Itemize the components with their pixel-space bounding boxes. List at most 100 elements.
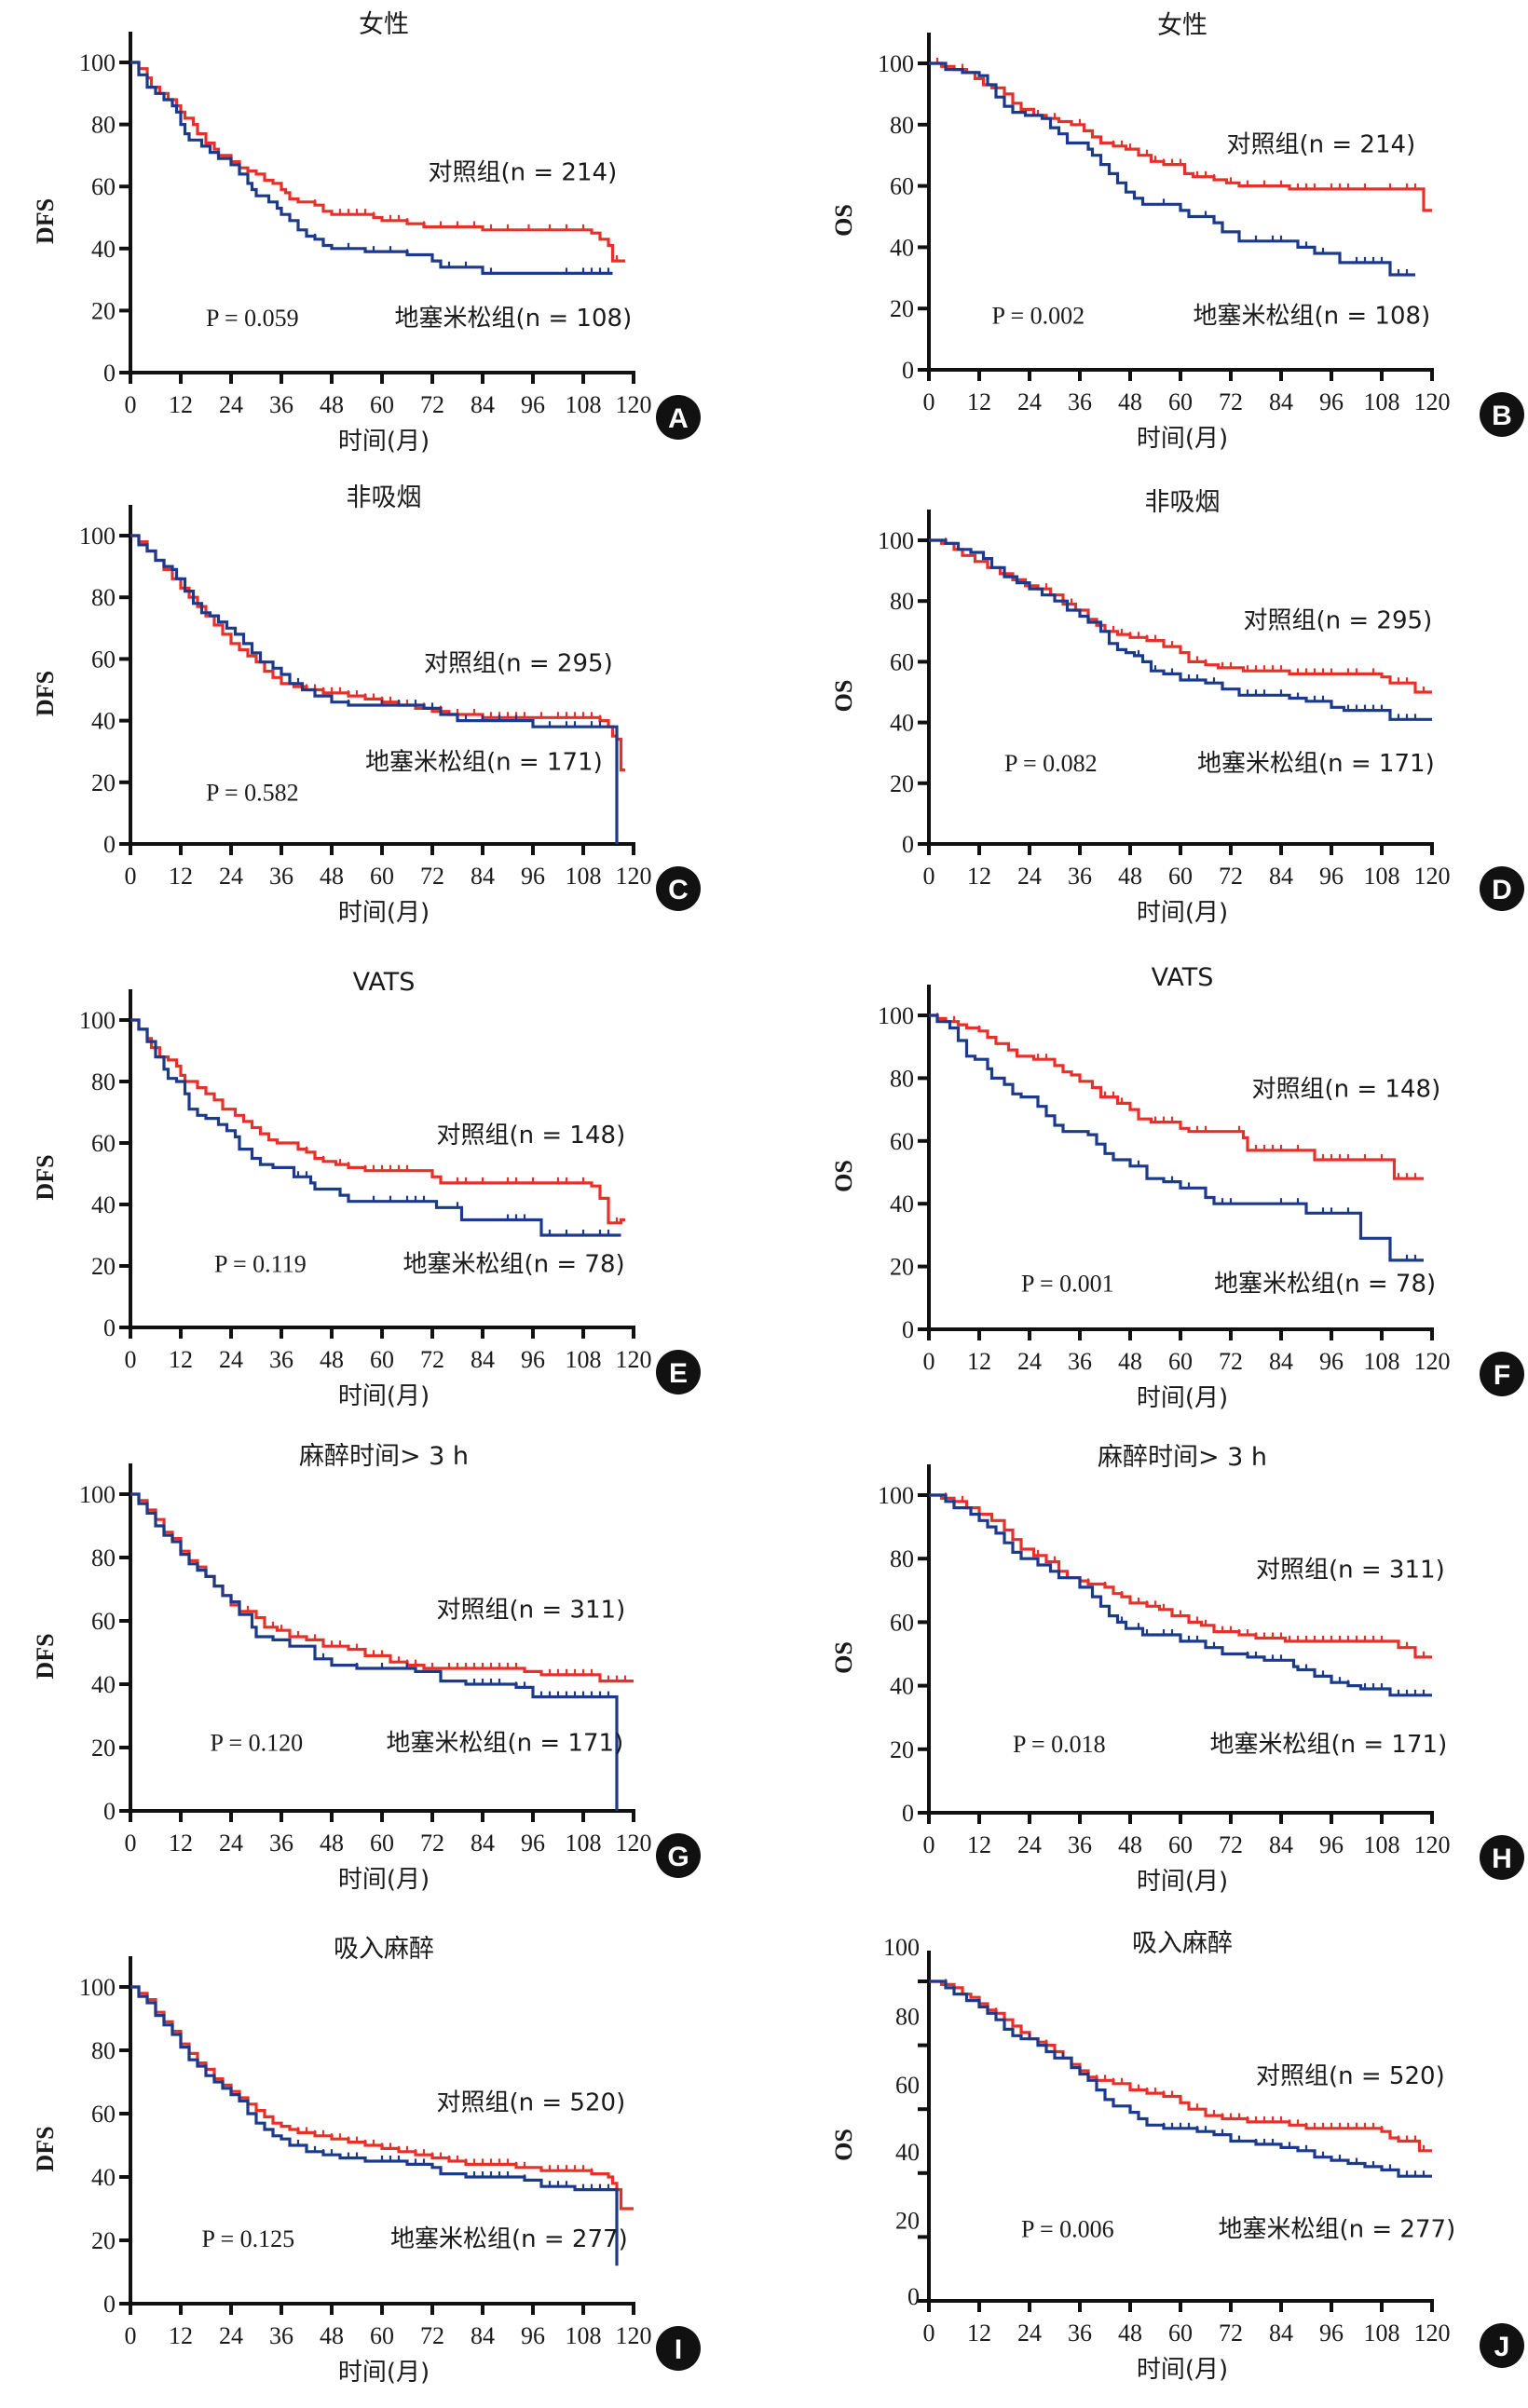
x-tick-label: 48 (1118, 1831, 1142, 1858)
x-axis-title: 时间(月) (1137, 425, 1228, 453)
badge-letter: A (668, 403, 689, 434)
legend-control: 对照组(n = 295) (1244, 607, 1433, 635)
x-tick-label: 84 (1269, 388, 1293, 415)
legend-control: 对照组(n = 214) (1227, 130, 1416, 158)
y-axis-title: OS (830, 2129, 857, 2161)
y-tick-label: 80 (91, 112, 116, 139)
x-tick-label: 24 (219, 863, 243, 890)
x-tick-label: 120 (1414, 1831, 1451, 1858)
y-tick-label: 80 (895, 2004, 920, 2031)
legend-dexamethasone: 地塞米松组(n = 78) (403, 1251, 625, 1279)
panel-badge: F (1480, 1352, 1524, 1396)
x-axis-title: 时间(月) (338, 2359, 430, 2387)
y-tick-label: 60 (895, 2072, 920, 2099)
x-axis-title: 时间(月) (338, 1382, 430, 1410)
y-tick-label: 0 (103, 831, 116, 858)
x-tick-label: 36 (1068, 2320, 1092, 2347)
x-axis-title: 时间(月) (338, 428, 430, 456)
y-tick-label: 0 (103, 360, 116, 387)
badge-letter: J (1494, 2332, 1510, 2362)
x-tick-label: 12 (967, 388, 991, 415)
km-panel-h: 麻醉时间> 3 h 0 20 40 60 80 100 0 12 24 36 48 60 72 84 96 10… (830, 1443, 1524, 1896)
y-tick-label: 0 (902, 1316, 914, 1343)
x-tick-label: 0 (125, 391, 137, 418)
badge-circle (1480, 866, 1524, 911)
y-axis-title: DFS (32, 1633, 59, 1679)
x-tick-label: 84 (471, 391, 495, 418)
y-axis-title: OS (830, 680, 857, 713)
y-tick-label: 40 (890, 1190, 914, 1218)
y-tick-label: 40 (890, 710, 914, 737)
y-tick-label: 100 (79, 523, 116, 550)
km-panel-g: 麻醉时间> 3 h 0 20 40 60 80 100 0 12 24 36 48 60 72 84 96 10… (32, 1442, 701, 1894)
x-tick-label: 24 (1017, 1831, 1042, 1858)
x-tick-label: 60 (1168, 863, 1193, 890)
y-tick-label: 40 (91, 236, 116, 263)
legend-dexamethasone: 地塞米松组(n = 108) (1194, 303, 1431, 331)
x-tick-label: 0 (125, 1346, 137, 1373)
panel-title: VATS (353, 968, 416, 997)
x-tick-label: 72 (420, 2322, 444, 2349)
x-tick-label: 60 (370, 1830, 394, 1857)
p-value: P = 0.125 (202, 2225, 295, 2252)
x-tick-label: 60 (1168, 2320, 1193, 2347)
panel-badge: B (1480, 392, 1524, 437)
y-axis-title: OS (830, 1160, 857, 1192)
x-tick-label: 12 (169, 1830, 193, 1857)
x-tick-label: 0 (923, 1831, 935, 1858)
x-axis-title: 时间(月) (338, 899, 430, 927)
panel-title: 麻醉时间> 3 h (1098, 1443, 1267, 1472)
legend-dexamethasone: 地塞米松组(n = 277) (390, 2225, 628, 2253)
panel-badge: C (656, 866, 701, 911)
km-panel-j: 吸入麻醉 0 20 40 60 80 100 0 12 24 36 48 60 72 84 96 108 120 时… (830, 1929, 1524, 2384)
y-tick-label: 60 (890, 1609, 914, 1636)
y-axis-title: DFS (32, 671, 59, 716)
x-tick-label: 36 (269, 1830, 293, 1857)
y-tick-label: 80 (890, 1065, 914, 1092)
y-tick-label: 100 (79, 49, 116, 76)
x-tick-label: 0 (923, 388, 935, 415)
p-value: P = 0.059 (206, 305, 299, 332)
x-axis-title: 时间(月) (1137, 1384, 1228, 1412)
x-axis-title: 时间(月) (338, 1866, 430, 1894)
badge-letter: C (668, 875, 689, 905)
badge-circle (1480, 1835, 1524, 1880)
x-tick-label: 108 (1364, 1348, 1400, 1375)
panel-badge: I (656, 2326, 701, 2371)
y-tick-label: 60 (890, 173, 914, 200)
x-tick-label: 48 (1118, 1348, 1142, 1375)
x-tick-label: 84 (1269, 1831, 1293, 1858)
x-tick-label: 36 (1068, 1831, 1092, 1858)
curve-control (130, 1985, 634, 2211)
legend-dexamethasone: 地塞米松组(n = 171) (1210, 1731, 1448, 1759)
badge-circle (656, 395, 701, 440)
curve-dexamethasone (130, 1985, 619, 2266)
panel-badge: D (1480, 866, 1524, 911)
x-tick-label: 12 (967, 1348, 991, 1375)
x-tick-label: 84 (471, 2322, 495, 2349)
y-tick-label: 100 (79, 1007, 116, 1034)
panel-badge: G (656, 1833, 701, 1878)
km-panel-e: VATS 0 20 40 60 80 100 0 12 24 36 48 60 72 84 96 108 120 时… (32, 968, 701, 1410)
p-value: P = 0.582 (206, 780, 299, 807)
x-tick-label: 84 (471, 1830, 495, 1857)
legend-control: 对照组(n = 295) (424, 650, 613, 678)
y-tick-label: 0 (907, 2283, 920, 2310)
p-value: P = 0.002 (992, 303, 1085, 330)
p-value: P = 0.119 (214, 1251, 307, 1278)
y-tick-label: 0 (902, 357, 914, 384)
badge-letter: B (1492, 401, 1512, 431)
x-tick-label: 108 (1364, 2320, 1400, 2347)
x-tick-label: 12 (967, 863, 991, 890)
y-tick-label: 0 (103, 1798, 116, 1825)
x-axis-title: 时间(月) (1137, 899, 1228, 927)
legend-dexamethasone: 地塞米松组(n = 277) (1219, 2215, 1456, 2243)
x-tick-label: 120 (1414, 388, 1451, 415)
x-tick-label: 72 (1219, 1348, 1243, 1375)
x-tick-label: 60 (370, 1346, 394, 1373)
curve-control (130, 1018, 625, 1225)
x-tick-label: 12 (169, 2322, 193, 2349)
badge-circle (656, 1350, 701, 1394)
y-tick-label: 60 (91, 1608, 116, 1635)
x-tick-label: 12 (169, 391, 193, 418)
